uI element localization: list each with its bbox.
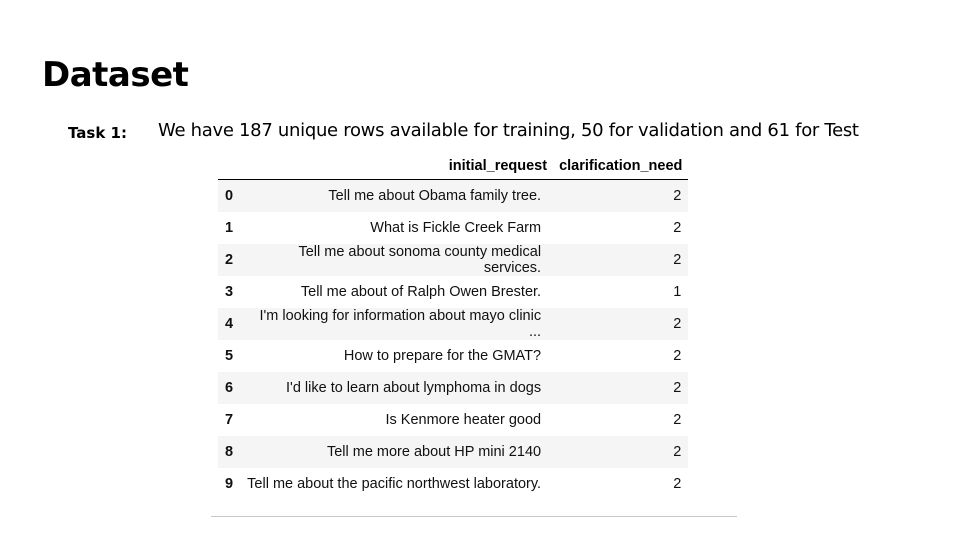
table-row: 7 Is Kenmore heater good 2 xyxy=(218,404,689,436)
table-row: 1 What is Fickle Creek Farm 2 xyxy=(218,212,689,244)
header-row: initial_request clarification_need xyxy=(218,152,689,180)
row-index-cell: 0 xyxy=(218,179,240,212)
clarification-need-cell: 2 xyxy=(553,372,689,404)
clarification-need-cell: 2 xyxy=(553,212,689,244)
table-row: 0 Tell me about Obama family tree. 2 xyxy=(218,179,689,212)
initial-request-cell: Tell me more about HP mini 2140 xyxy=(239,436,554,468)
clarification-need-cell: 2 xyxy=(553,436,689,468)
clarification-need-cell: 2 xyxy=(553,404,689,436)
initial-request-cell: Tell me about sonoma county medical serv… xyxy=(239,244,554,276)
table-row: 6 I'd like to learn about lymphoma in dog… xyxy=(218,372,689,404)
row-index-cell: 6 xyxy=(218,372,240,404)
table-row: 3 Tell me about of Ralph Owen Brester. 1 xyxy=(218,276,689,308)
clarification-need-cell: 2 xyxy=(553,179,689,212)
row-index-cell: 1 xyxy=(218,212,240,244)
clarification-need-column-header: clarification_need xyxy=(553,152,689,180)
clarification-need-cell: 2 xyxy=(553,468,689,500)
row-index-cell: 4 xyxy=(218,308,240,340)
dataframe-table: initial_request clarification_need 0 Tell… xyxy=(218,152,689,500)
table-row: 5 How to prepare for the GMAT? 2 xyxy=(218,340,689,372)
initial-request-cell: Tell me about Obama family tree. xyxy=(239,179,554,212)
row-index-cell: 9 xyxy=(218,468,240,500)
table-body: 0 Tell me about Obama family tree. 2 1 What … xyxy=(218,179,689,500)
initial-request-cell: Tell me about of Ralph Owen Brester. xyxy=(239,276,554,308)
row-index-cell: 2 xyxy=(218,244,240,276)
row-index-cell: 7 xyxy=(218,404,240,436)
row-index-cell: 5 xyxy=(218,340,240,372)
initial-request-cell: I'm looking for information about mayo c… xyxy=(239,308,554,340)
clarification-need-cell: 2 xyxy=(553,340,689,372)
task-description: We have 187 unique rows available for tr… xyxy=(158,120,859,141)
initial-request-cell: How to prepare for the GMAT? xyxy=(239,340,554,372)
initial-request-cell: Is Kenmore heater good xyxy=(239,404,554,436)
row-index-cell: 3 xyxy=(218,276,240,308)
task-label: Task 1: xyxy=(68,124,127,142)
table-row: 4 I'm looking for information about mayo … xyxy=(218,308,689,340)
table-row: 2 Tell me about sonoma county medical ser… xyxy=(218,244,689,276)
table-row: 9 Tell me about the pacific northwest lab… xyxy=(218,468,689,500)
bottom-divider xyxy=(211,516,737,517)
initial-request-column-header: initial_request xyxy=(239,152,554,180)
table-header: initial_request clarification_need xyxy=(218,152,689,180)
initial-request-cell: Tell me about the pacific northwest labo… xyxy=(239,468,554,500)
clarification-need-cell: 1 xyxy=(553,276,689,308)
index-column-header xyxy=(218,152,240,180)
clarification-need-cell: 2 xyxy=(553,244,689,276)
row-index-cell: 8 xyxy=(218,436,240,468)
initial-request-cell: What is Fickle Creek Farm xyxy=(239,212,554,244)
clarification-need-cell: 2 xyxy=(553,308,689,340)
slide-title: Dataset xyxy=(42,55,189,95)
table-row: 8 Tell me more about HP mini 2140 2 xyxy=(218,436,689,468)
initial-request-cell: I'd like to learn about lymphoma in dogs xyxy=(239,372,554,404)
